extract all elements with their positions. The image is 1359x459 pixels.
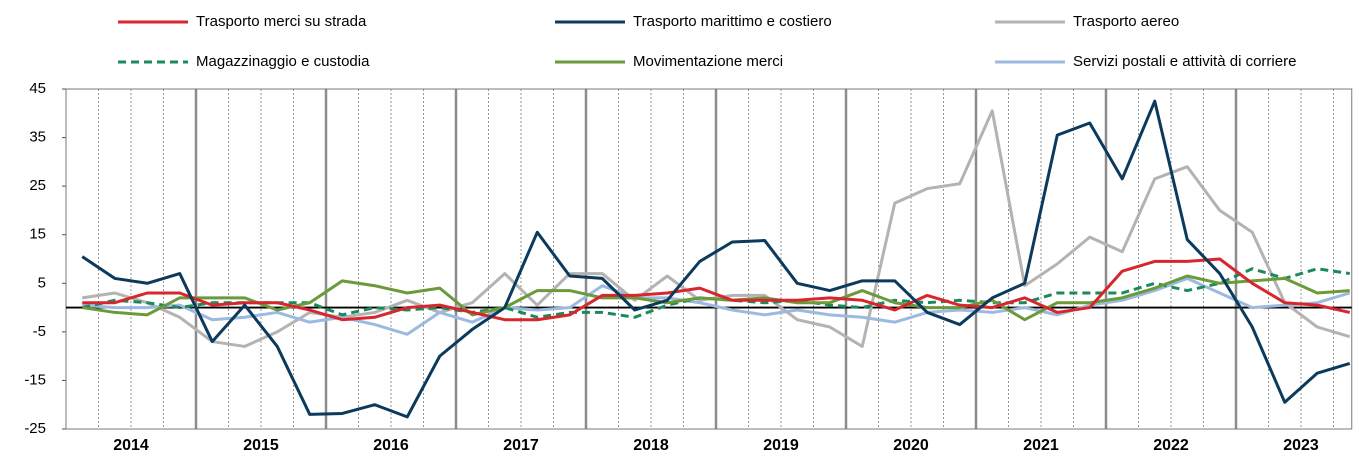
y-tick-label: -25 [24, 420, 46, 437]
legend-label: Magazzinaggio e custodia [196, 53, 370, 70]
legend-label: Trasporto aereo [1073, 13, 1179, 30]
y-tick-label: 45 [29, 80, 46, 97]
x-tick-label: 2014 [113, 437, 149, 454]
legend-label: Trasporto merci su strada [196, 13, 367, 30]
plot-frame [65, 88, 1353, 430]
x-tick-label: 2017 [503, 437, 539, 454]
y-tick-label: 15 [29, 226, 46, 243]
legend-label: Movimentazione merci [633, 53, 783, 70]
legend-label: Servizi postali e attività di corriere [1073, 53, 1296, 70]
x-tick-label: 2015 [243, 437, 279, 454]
x-tick-label: 2022 [1153, 437, 1189, 454]
x-tick-label: 2018 [633, 437, 669, 454]
x-tick-label: 2023 [1283, 437, 1319, 454]
y-tick-label: 5 [38, 274, 46, 291]
x-tick-label: 2021 [1023, 437, 1059, 454]
series-line [81, 99, 1351, 419]
legend-label: Trasporto marittimo e costiero [633, 13, 832, 30]
y-tick-label: -5 [33, 323, 46, 340]
y-tick-label: -15 [24, 371, 46, 388]
x-tick-label: 2016 [373, 437, 409, 454]
y-tick-label: 35 [29, 129, 46, 146]
x-tick-label: 2020 [893, 437, 929, 454]
series-line [82, 257, 1351, 322]
x-tick-label: 2019 [763, 437, 799, 454]
y-tick-label: 25 [29, 177, 46, 194]
series-line [82, 276, 1351, 336]
